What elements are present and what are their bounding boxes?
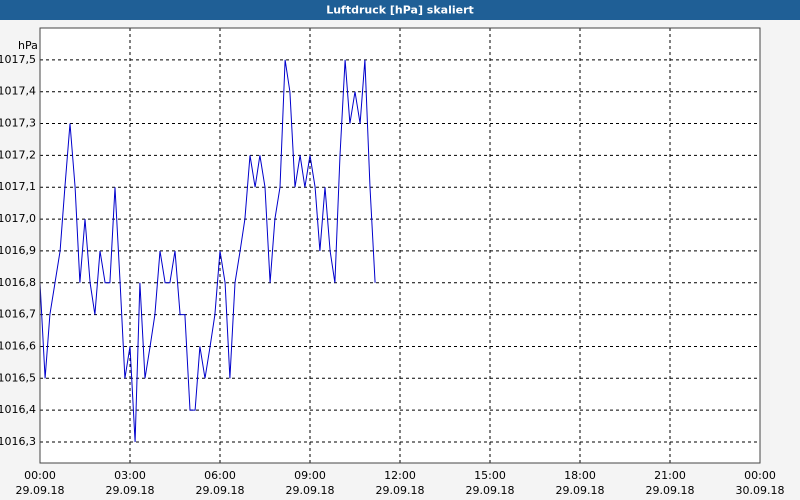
x-tick-label: 09:00 — [294, 469, 326, 482]
x-tick-date: 29.09.18 — [196, 484, 245, 497]
plot-frame — [39, 27, 761, 464]
y-tick-label: 1017,0 — [0, 212, 36, 225]
x-tick-date: 29.09.18 — [376, 484, 425, 497]
y-tick-label: 1017,5 — [0, 53, 36, 66]
y-tick-label: 1016,7 — [0, 308, 36, 321]
y-tick-label: 1016,8 — [0, 276, 36, 289]
x-tick-date: 30.09.18 — [736, 484, 785, 497]
x-tick-date: 29.09.18 — [556, 484, 605, 497]
title-bar — [0, 0, 800, 20]
x-tick-label: 00:00 — [24, 469, 56, 482]
x-tick-date: 29.09.18 — [16, 484, 65, 497]
x-tick-label: 15:00 — [474, 469, 506, 482]
x-tick-label: 00:00 — [744, 469, 776, 482]
x-tick-label: 03:00 — [114, 469, 146, 482]
x-tick-label: 18:00 — [564, 469, 596, 482]
y-tick-label: 1016,4 — [0, 403, 36, 416]
x-tick-date: 29.09.18 — [646, 484, 695, 497]
y-tick-label: 1016,9 — [0, 244, 36, 257]
x-tick-date: 29.09.18 — [286, 484, 335, 497]
y-axis-label: hPa — [18, 39, 38, 52]
y-tick-label: 1017,4 — [0, 85, 36, 98]
y-tick-label: 1016,5 — [0, 371, 36, 384]
x-tick-label: 21:00 — [654, 469, 686, 482]
y-tick-label: 1017,1 — [0, 180, 36, 193]
y-tick-label: 1017,2 — [0, 148, 36, 161]
y-tick-label: 1016,6 — [0, 339, 36, 352]
data-line — [39, 59, 376, 443]
y-tick-label: 1017,3 — [0, 117, 36, 130]
x-tick-date: 29.09.18 — [466, 484, 515, 497]
y-tick-label: 1016,3 — [0, 435, 36, 448]
x-tick-date: 29.09.18 — [106, 484, 155, 497]
x-tick-label: 06:00 — [204, 469, 236, 482]
x-tick-label: 12:00 — [384, 469, 416, 482]
chart-title: Luftdruck [hPa] skaliert — [326, 4, 474, 17]
